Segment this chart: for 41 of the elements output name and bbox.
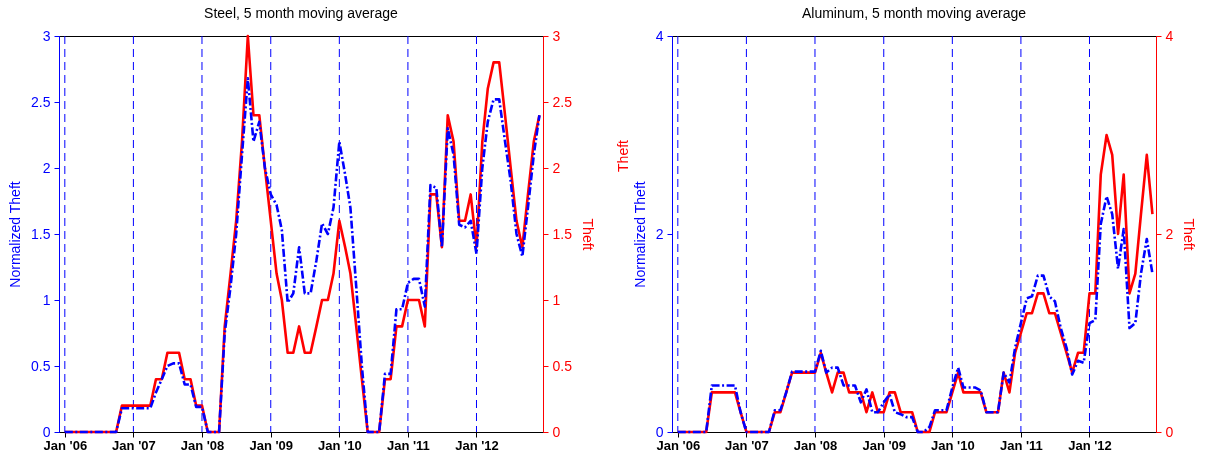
y2-tick-label: 1 [552,291,561,308]
y-axis-title: Normalized Theft [631,181,648,288]
y-axis-title: Normalized Theft [7,181,24,288]
x-tick-label: Jan '12 [1068,437,1112,453]
y2-axis-title: Theft [579,218,596,251]
y-tick-label: 0.5 [31,357,51,374]
y-tick-label: 0 [655,423,664,440]
x-tick-label: Jan '06 [43,437,88,453]
x-tick-label: Jan '11 [386,437,430,453]
x-tick-label: Jan '09 [862,437,907,453]
y2-tick-label: 2 [1165,225,1174,242]
x-tick-label: Jan '08 [180,437,225,453]
y2-tick-label: 2.5 [552,93,573,110]
x-tick-label: Jan '11 [999,437,1043,453]
y-tick-label: 4 [655,27,664,44]
x-tick-label: Jan '07 [725,437,769,453]
x-tick-label: Jan '10 [318,437,362,453]
y2-axis-title: Theft [1181,218,1198,251]
y2-tick-label: 1.5 [552,225,573,242]
y2-tick-label: 0.5 [552,357,573,374]
y-tick-label: 1.5 [31,225,51,242]
y-tick-label: 3 [42,27,51,44]
y-tick-label: 2 [655,225,664,242]
x-tick-label: Jan '12 [455,437,499,453]
text: Theft [615,139,631,172]
y2-tick-label: 3 [552,27,561,44]
y-tick-label: 2.5 [31,93,51,110]
x-tick-label: Jan '08 [793,437,838,453]
chart-title: Steel, 5 month moving average [204,5,399,21]
x-tick-label: Jan '10 [931,437,975,453]
x-tick-label: Jan '06 [656,437,701,453]
y-tick-label: 0 [42,423,51,440]
y-tick-label: 2 [42,159,51,176]
chart-title: Aluminum, 5 month moving average [801,5,1027,21]
x-tick-label: Jan '07 [112,437,156,453]
y2-tick-label: 2 [552,159,561,176]
x-tick-label: Jan '09 [249,437,294,453]
y-tick-label: 1 [42,291,51,308]
y2-tick-label: 0 [1165,423,1174,440]
y2-tick-label: 0 [552,423,561,440]
y2-tick-label: 4 [1165,27,1174,44]
